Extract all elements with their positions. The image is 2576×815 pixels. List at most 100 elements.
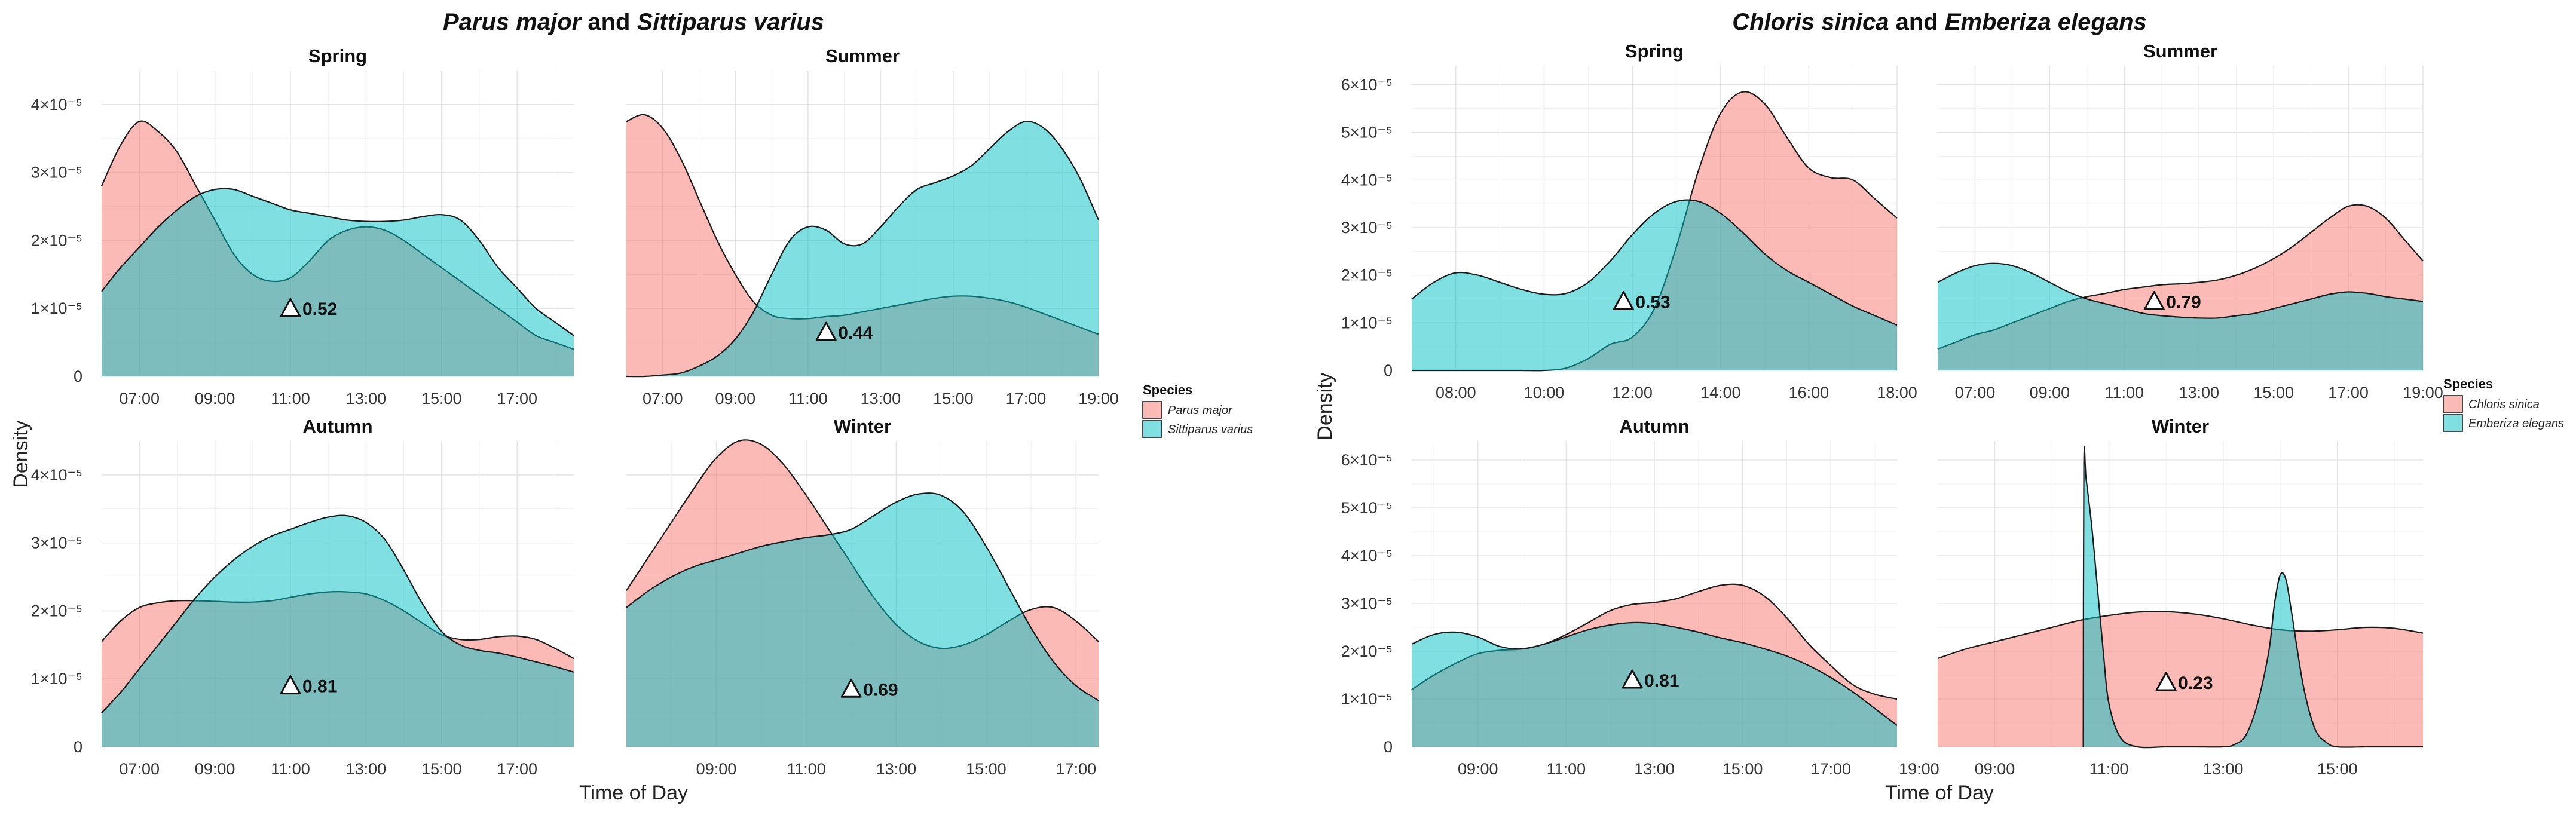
density-area-emberiza-elegans <box>1412 622 1897 747</box>
y-tick-label: 5×10⁻⁵ <box>1341 499 1393 517</box>
x-tick-label: 07:00 <box>119 390 160 408</box>
density-area-sittiparus-varius <box>102 515 574 747</box>
x-tick-label: 17:00 <box>497 390 537 408</box>
legend-label-parus-major: Parus major <box>1168 404 1233 417</box>
x-tick-label: 07:00 <box>643 390 683 408</box>
x-tick-label: 19:00 <box>2403 384 2443 402</box>
panel-title: Autumn <box>1619 416 1689 437</box>
x-tick-label: 13:00 <box>2203 760 2244 778</box>
x-tick-label: 11:00 <box>1547 760 1586 778</box>
panel-winter: Winter 09:00 11:00 13:00 15:00 0.23 <box>1937 416 2424 778</box>
y-tick-label: 0 <box>74 738 82 756</box>
overlap-value: 0.44 <box>838 323 873 343</box>
panel-spring: Spring 0 1×10⁻⁵ 2×10⁻⁵ 3×10⁻⁵ 4×10⁻⁵ 5×10⁻⁵ 6×1… <box>1341 41 1917 402</box>
y-tick-label: 3×10⁻⁵ <box>31 534 82 552</box>
x-tick-label: 15:00 <box>2253 384 2294 402</box>
x-tick-label: 13:00 <box>346 760 387 778</box>
y-tick-label: 1×10⁻⁵ <box>1341 690 1393 708</box>
x-tick-label: 14:00 <box>1700 384 1741 402</box>
x-tick-label: 09:00 <box>195 760 235 778</box>
x-tick-label: 13:00 <box>2179 384 2219 402</box>
panel-title: Autumn <box>302 416 372 437</box>
title-species: Chloris sinica <box>1732 9 1889 35</box>
overlap-triangle-icon <box>840 678 862 698</box>
legend-label-sittiparus-varius: Sittiparus varius <box>1168 423 1253 436</box>
chart-title: Parus major and Sittiparus varius <box>443 9 824 35</box>
y-tick-label: 2×10⁻⁵ <box>1341 642 1393 660</box>
legend: Species Chloris sinica Emberiza elegans <box>2443 376 2564 432</box>
density-area-emberiza-elegans <box>1938 263 2423 370</box>
x-tick-label: 15:00 <box>421 760 462 778</box>
y-tick-label: 0 <box>1384 361 1393 379</box>
panel-title: Winter <box>2152 416 2209 437</box>
panel-title: Winter <box>834 416 891 437</box>
chart-title: Chloris sinica and Emberiza elegans <box>1732 9 2147 35</box>
legend-key-emberiza-elegans <box>2443 414 2463 432</box>
y-tick-label: 2×10⁻⁵ <box>31 231 82 249</box>
overlap-triangle-icon <box>1622 669 1643 689</box>
panel-title: Spring <box>308 45 367 66</box>
x-tick-label: 07:00 <box>119 760 160 778</box>
x-tick-label: 13:00 <box>346 390 387 408</box>
density-area-sittiparus-varius <box>626 493 1099 747</box>
title-connector: and <box>1889 9 1945 35</box>
x-tick-label: 15:00 <box>421 390 462 408</box>
density-line-emberiza-elegans <box>1411 621 1898 726</box>
y-tick-label: 4×10⁻⁵ <box>1341 547 1393 565</box>
x-tick-label: 08:00 <box>1436 384 1476 402</box>
y-tick-label: 1×10⁻⁵ <box>1341 314 1393 332</box>
overlap-value: 0.69 <box>863 680 898 700</box>
density-area-emberiza-elegans <box>1412 200 1897 370</box>
x-axis-title: Time of Day <box>1885 782 1994 804</box>
overlap-value: 0.81 <box>302 677 337 697</box>
y-axis-title: Density <box>1314 372 1336 440</box>
density-line-emberiza-elegans <box>2082 445 2424 749</box>
y-tick-label: 1×10⁻⁵ <box>31 670 82 688</box>
legend-label-chloris-sinica: Chloris sinica <box>2468 398 2540 411</box>
y-tick-label: 3×10⁻⁵ <box>1341 595 1393 612</box>
x-tick-label: 10:00 <box>1524 384 1565 402</box>
x-tick-label: 17:00 <box>2328 384 2369 402</box>
y-tick-label: 2×10⁻⁵ <box>31 602 82 620</box>
x-tick-label: 17:00 <box>497 760 537 778</box>
x-tick-label: 19:00 <box>1078 390 1119 408</box>
legend-title: Species <box>1143 382 1192 397</box>
overlap-value: 0.23 <box>2178 673 2213 693</box>
x-tick-label: 13:00 <box>876 760 917 778</box>
x-tick-label: 09:00 <box>715 390 756 408</box>
legend-key-sittiparus-varius <box>1142 420 1162 438</box>
density-line-chloris-sinica <box>1937 611 2424 660</box>
legend-label-emberiza-elegans: Emberiza elegans <box>2468 417 2564 430</box>
density-line-sittiparus-varius <box>626 121 1100 378</box>
overlap-value: 0.79 <box>2166 292 2201 312</box>
y-tick-label: 6×10⁻⁵ <box>1341 76 1393 94</box>
x-tick-label: 13:00 <box>861 390 901 408</box>
chart-chloris-emberiza: Chloris sinica and Emberiza elegans Densi… <box>1314 9 2564 804</box>
title-species: Parus major <box>443 9 583 35</box>
panel-winter: Winter 09:00 11:00 13:00 15:00 17:00 0.69 <box>626 416 1099 778</box>
overlap-triangle-icon <box>2143 290 2165 310</box>
y-tick-label: 6×10⁻⁵ <box>1341 451 1393 469</box>
overlap-triangle-icon <box>1613 290 1634 310</box>
legend-title: Species <box>2443 376 2493 391</box>
x-tick-label: 11:00 <box>271 760 310 778</box>
legend: Species Parus major Sittiparus varius <box>1142 382 1253 438</box>
chart-parus-sittiparus: Parus major and Sittiparus varius Density… <box>10 9 1253 804</box>
x-tick-label: 09:00 <box>1458 760 1498 778</box>
panel-summer: Summer 07:00 09:00 11:00 13:00 15:00 17:00 19:0… <box>1937 41 2443 402</box>
title-species: Emberiza elegans <box>1945 9 2147 35</box>
legend-key-chloris-sinica <box>2443 395 2463 413</box>
panel-autumn: Autumn 0 1×10⁻⁵ 2×10⁻⁵ 3×10⁻⁵ 4×10⁻⁵ 07:00 09:0… <box>31 416 574 778</box>
y-tick-label: 0 <box>1384 738 1393 756</box>
y-tick-label: 4×10⁻⁵ <box>31 96 82 114</box>
y-tick-label: 0 <box>74 367 82 385</box>
x-tick-label: 11:00 <box>787 760 826 778</box>
x-tick-label: 17:00 <box>1810 760 1851 778</box>
x-tick-label: 11:00 <box>271 390 310 408</box>
x-tick-label: 16:00 <box>1789 384 1829 402</box>
x-tick-label: 09:00 <box>195 390 235 408</box>
x-tick-label: 15:00 <box>2317 760 2358 778</box>
x-tick-label: 17:00 <box>1056 760 1097 778</box>
x-axis-title: Time of Day <box>579 782 688 804</box>
